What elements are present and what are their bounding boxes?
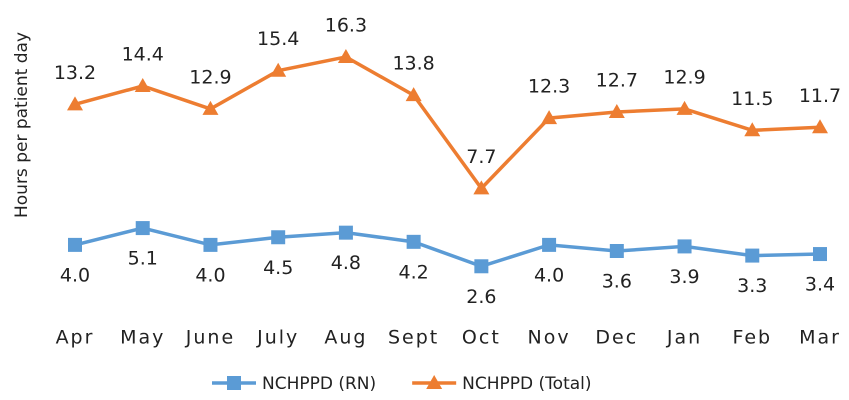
data-point [541, 110, 558, 125]
data-label: 4.2 [399, 261, 429, 283]
data-label: 7.7 [466, 146, 496, 168]
data-point [271, 230, 286, 245]
data-point [406, 234, 421, 249]
data-point [473, 180, 490, 195]
x-tick-label: Apr [56, 327, 95, 349]
data-label: 4.0 [195, 264, 225, 286]
data-label: 16.3 [325, 14, 367, 36]
x-tick-label: July [256, 327, 299, 349]
x-tick-label: Oct [462, 327, 501, 349]
x-tick-label: Aug [324, 327, 367, 349]
series-line [74, 55, 821, 192]
x-tick-label: June [185, 327, 235, 349]
data-point [405, 87, 422, 102]
data-label: 4.0 [60, 264, 90, 286]
data-label: 12.9 [663, 66, 705, 88]
y-axis-label: Hours per patient day [12, 32, 32, 218]
data-point [270, 62, 287, 77]
data-point [676, 100, 693, 115]
data-point [608, 103, 625, 118]
data-label: 14.4 [122, 44, 164, 66]
data-label: 3.3 [737, 275, 767, 297]
data-label: 12.3 [528, 76, 570, 98]
data-point [134, 78, 151, 92]
data-point [542, 237, 557, 252]
data-label: 3.4 [805, 274, 835, 296]
data-point [812, 119, 828, 134]
data-point [67, 96, 83, 111]
data-point [338, 225, 353, 240]
data-point [337, 48, 354, 63]
data-label: 13.8 [392, 53, 434, 75]
legend-label: NCHPPD (RN) [262, 374, 376, 394]
data-point [202, 100, 219, 115]
x-tick-label: Mar [799, 327, 841, 349]
series-line [74, 226, 821, 269]
legend-marker [426, 375, 443, 389]
data-label: 13.2 [54, 62, 96, 84]
data-point [744, 122, 761, 137]
data-label: 4.5 [263, 257, 293, 279]
data-point [203, 237, 218, 252]
data-label: 3.6 [602, 271, 632, 293]
data-point [68, 237, 82, 252]
x-tick-label: Dec [595, 327, 638, 349]
legend-marker [227, 376, 241, 390]
data-label: 3.9 [669, 266, 699, 288]
data-label: 11.5 [731, 88, 773, 110]
data-point [474, 259, 489, 274]
x-tick-label: Feb [732, 327, 772, 349]
x-tick-label: May [120, 327, 165, 349]
data-point [609, 244, 624, 258]
x-tick-label: Nov [528, 327, 571, 349]
data-label: 11.7 [799, 85, 841, 107]
data-point [135, 221, 150, 236]
data-label: 2.6 [466, 286, 496, 308]
data-label: 4.8 [331, 252, 361, 274]
data-label: 4.0 [534, 264, 564, 286]
x-tick-label: Sept [388, 327, 439, 349]
data-label: 12.7 [596, 69, 638, 91]
data-label: 12.9 [189, 66, 231, 88]
data-point [745, 248, 760, 263]
data-label: 5.1 [128, 248, 158, 270]
data-label: 15.4 [257, 28, 299, 50]
data-point [677, 239, 692, 254]
x-tick-label: Jan [666, 327, 702, 349]
data-point [813, 247, 827, 262]
legend-label: NCHPPD (Total) [462, 374, 591, 394]
